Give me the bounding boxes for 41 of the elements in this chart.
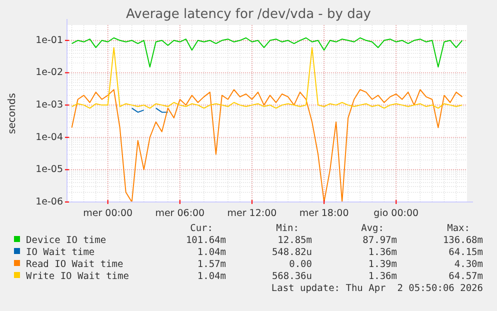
line-series	[71, 89, 463, 202]
legend-label: Write IO Wait time	[26, 271, 130, 282]
text: Avg:	[361, 223, 384, 234]
chart-title: Average latency for /dev/vda - by day	[126, 7, 372, 22]
y-tick-label: 1e-01	[36, 34, 63, 46]
text: 1.36m	[368, 271, 398, 282]
x-tick-label: mer 06:00	[155, 208, 205, 219]
text: Max:	[447, 223, 470, 234]
text: 1.04m	[197, 271, 226, 282]
line-series	[71, 47, 463, 109]
y-tick-label: 1e-02	[36, 67, 63, 78]
y-axis-title: seconds	[7, 93, 18, 134]
text: 87.97m	[362, 235, 398, 246]
text: 64.57m	[448, 271, 484, 282]
legend-label: IO Wait time	[26, 247, 95, 258]
text: 12.85m	[278, 235, 312, 246]
x-tick-label: mer 18:00	[299, 208, 349, 219]
text: 0.00	[289, 259, 312, 270]
text: 1.04m	[197, 247, 226, 258]
y-tick-label: 1e-03	[36, 100, 63, 111]
x-tick-label: mer 12:00	[227, 208, 277, 219]
text: Min:	[276, 223, 299, 234]
y-tick-label: 1e-06	[36, 196, 63, 208]
text: Last update: Thu Apr 2 05:50:06 2026	[271, 283, 484, 294]
text: 548.82u	[272, 247, 312, 258]
text: 1.36m	[368, 247, 398, 258]
text: 1.39m	[368, 259, 398, 270]
line-series	[71, 37, 463, 68]
y-tick-label: 1e-05	[36, 164, 63, 176]
legend-label: Device IO time	[26, 235, 106, 246]
text: Cur:	[190, 223, 213, 234]
text: 4.30m	[454, 259, 484, 270]
text: 1.57m	[197, 259, 226, 270]
text: 64.15m	[448, 247, 484, 258]
x-tick-label: gio 00:00	[374, 208, 419, 219]
y-tick-label: 1e-04	[36, 132, 63, 143]
text: 101.64m	[186, 235, 226, 246]
x-tick-label: mer 00:00	[83, 208, 133, 219]
text: 136.68m	[442, 235, 484, 246]
legend-label: Read IO Wait time	[26, 259, 124, 270]
text: 568.36u	[272, 271, 312, 282]
